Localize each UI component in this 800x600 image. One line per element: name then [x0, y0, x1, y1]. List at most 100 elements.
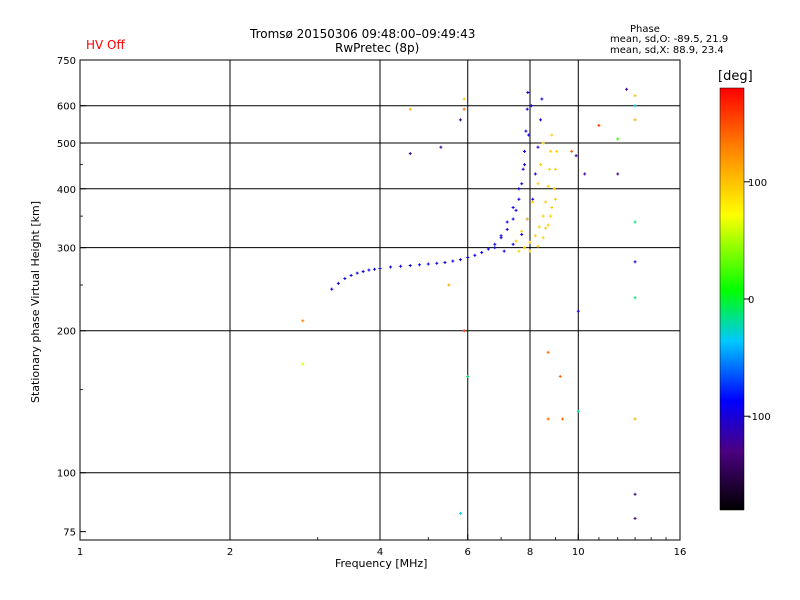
outlier-point: [301, 319, 305, 323]
scatter-point: [527, 133, 531, 137]
x-tick-label: 10: [572, 547, 585, 558]
outlier-point: [301, 362, 305, 366]
y-tick-label: 400: [57, 185, 76, 196]
hv-status: HV Off: [86, 38, 125, 52]
scatter-point: [537, 225, 541, 229]
outlier-point: [633, 118, 637, 122]
scatter-point: [553, 167, 557, 171]
y-tick-label: 75: [63, 528, 76, 539]
y-axis-ticks: 75 100 200 300 400 500 600 750: [57, 56, 86, 539]
x-tick-label: 1: [77, 547, 83, 558]
scatter-point: [355, 271, 359, 275]
scatter-point: [541, 214, 545, 218]
scatter-point: [511, 217, 515, 221]
scatter-point: [553, 197, 557, 201]
scatter-point: [480, 251, 484, 255]
scatter-point: [525, 107, 529, 111]
grid-lines: [80, 60, 680, 540]
scatter-point: [549, 214, 553, 218]
scatter-point: [426, 262, 430, 266]
scatter-point: [417, 263, 421, 267]
outlier-point: [462, 97, 466, 101]
scatter-point: [330, 287, 334, 291]
scatter-point: [528, 240, 532, 244]
scatter-point: [533, 172, 537, 176]
scatter-point: [531, 200, 535, 204]
scatter-point: [544, 226, 548, 230]
scatter-point: [361, 270, 365, 274]
outlier-point: [576, 409, 580, 413]
outlier-point: [570, 149, 574, 153]
x-tick-label: 4: [377, 547, 383, 558]
outlier-point: [576, 309, 580, 313]
scatter-point: [505, 220, 509, 224]
y-tick-label: 200: [57, 327, 76, 338]
outlier-point: [625, 87, 629, 91]
outlier-point: [583, 172, 587, 176]
scatter-point: [378, 267, 382, 271]
scatter-point: [549, 149, 553, 153]
colorbar-tick-label: -100: [748, 412, 771, 423]
colorbar-label: [deg]: [718, 69, 753, 84]
scatter-point: [466, 255, 470, 259]
scatter-point: [528, 249, 532, 253]
x-tick-label: 16: [674, 547, 687, 558]
scatter-point: [523, 246, 527, 250]
data-points: [301, 87, 637, 520]
scatter-point: [541, 236, 545, 240]
x-tick-label: 2: [227, 547, 233, 558]
outlier-point: [408, 152, 412, 156]
scatter-point: [541, 141, 545, 145]
scatter-point: [550, 206, 554, 210]
colorbar-tick-label: 0: [748, 295, 754, 306]
y-tick-label: 500: [57, 139, 76, 150]
scatter-point: [336, 281, 340, 285]
scatter-point: [399, 264, 403, 268]
scatter-point: [373, 267, 377, 271]
scatter-point: [521, 167, 525, 171]
scatter-point: [547, 167, 551, 171]
scatter-point: [493, 246, 497, 250]
outlier-point: [439, 145, 443, 149]
scatter-point: [546, 184, 550, 188]
scatter-point: [536, 182, 540, 186]
outlier-point: [633, 260, 637, 264]
scatter-point: [536, 244, 540, 248]
scatter-point: [451, 259, 455, 263]
x-tick-label: 6: [465, 547, 471, 558]
scatter-point: [408, 264, 412, 268]
scatter-point: [550, 133, 554, 137]
scatter-point: [525, 217, 529, 221]
phase-title: Phase: [630, 24, 660, 35]
scatter-point: [458, 258, 462, 262]
scatter-point: [435, 261, 439, 265]
outlier-point: [558, 374, 562, 378]
y-tick-label: 750: [57, 56, 76, 67]
scatter-point: [473, 253, 477, 257]
scatter-point: [486, 247, 490, 251]
scatter-point: [555, 149, 559, 153]
colorbar-tick-label: 100: [748, 178, 767, 189]
scatter-point: [493, 242, 497, 246]
scatter-point: [526, 90, 530, 94]
outlier-point: [633, 296, 637, 300]
scatter-point: [524, 129, 528, 133]
x-axis-ticks: 1 2 4 6 8 10 16: [77, 534, 687, 558]
scatter-point: [531, 197, 535, 201]
scatter-point: [552, 187, 556, 191]
scatter-point: [389, 265, 393, 269]
outlier-point: [633, 94, 637, 98]
outlier-point: [574, 154, 578, 158]
scatter-point: [544, 200, 548, 204]
outlier-point: [633, 492, 637, 496]
outlier-point: [546, 417, 550, 421]
scatter-point: [536, 145, 540, 149]
outlier-point: [447, 283, 451, 287]
outlier-point: [561, 417, 565, 421]
scatter-point: [514, 208, 518, 212]
x-tick-label: 8: [527, 547, 533, 558]
scatter-point: [511, 242, 515, 246]
outlier-point: [458, 118, 462, 122]
scatter-point: [540, 97, 544, 101]
